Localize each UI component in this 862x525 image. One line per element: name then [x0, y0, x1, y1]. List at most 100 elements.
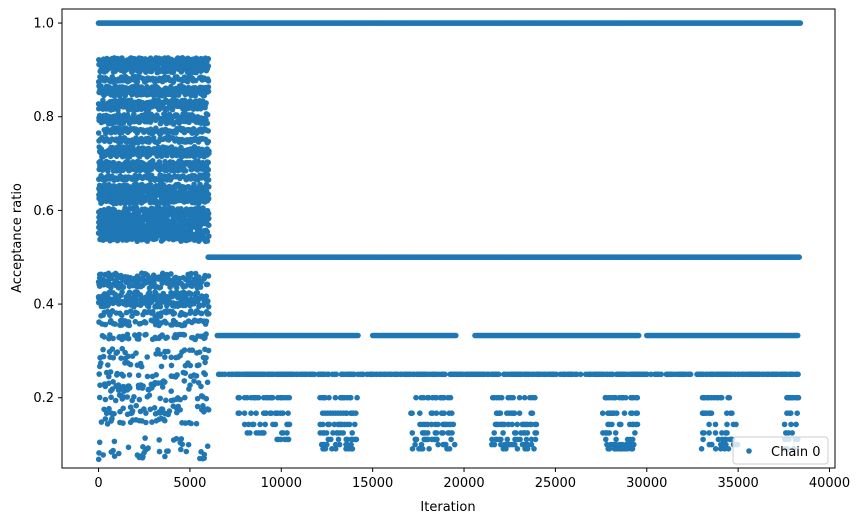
- data-point: [120, 373, 126, 379]
- data-point: [110, 355, 117, 361]
- data-point: [129, 313, 135, 320]
- data-point: [144, 373, 151, 380]
- data-point: [108, 284, 114, 291]
- data-point: [173, 435, 180, 442]
- data-point: [205, 128, 211, 134]
- data-point: [166, 111, 173, 117]
- data-point: [166, 408, 173, 414]
- data-point: [198, 310, 205, 317]
- data-point: [173, 284, 180, 291]
- data-point: [125, 353, 131, 360]
- data-point: [188, 291, 194, 297]
- scatter-points: [95, 20, 804, 463]
- data-point: [131, 394, 137, 400]
- data-point: [496, 371, 502, 378]
- data-point: [204, 198, 211, 204]
- data-point: [111, 438, 118, 445]
- data-point: [127, 385, 133, 391]
- data-point: [156, 448, 163, 455]
- data-point: [187, 362, 194, 369]
- data-point: [202, 359, 208, 366]
- data-point: [122, 349, 128, 356]
- data-point: [159, 384, 166, 390]
- data-point: [794, 332, 801, 339]
- data-point: [194, 289, 201, 296]
- data-point: [149, 419, 155, 425]
- data-point: [205, 167, 212, 173]
- data-point: [105, 380, 112, 387]
- data-point: [117, 408, 123, 415]
- data-point: [204, 281, 211, 288]
- data-point: [102, 396, 109, 403]
- data-point: [198, 383, 204, 390]
- data-point: [196, 362, 202, 368]
- data-point: [171, 310, 178, 317]
- data-point: [112, 397, 119, 404]
- data-point: [170, 79, 177, 85]
- data-point: [133, 350, 139, 356]
- data-point: [124, 394, 131, 400]
- data-point: [453, 332, 459, 339]
- data-point: [159, 332, 165, 338]
- data-point: [205, 407, 212, 413]
- data-point: [147, 406, 154, 413]
- data-point: [151, 405, 158, 411]
- data-point: [136, 331, 142, 338]
- data-point: [111, 411, 117, 417]
- data-point: [658, 371, 664, 378]
- data-point: [149, 385, 155, 391]
- data-point: [205, 210, 212, 217]
- data-point: [181, 332, 188, 338]
- data-point: [147, 276, 154, 283]
- data-point: [153, 372, 159, 378]
- data-point: [127, 361, 134, 368]
- data-point: [194, 403, 201, 410]
- data-point: [107, 369, 114, 375]
- data-point: [203, 318, 210, 325]
- data-point: [103, 106, 110, 112]
- data-point: [101, 406, 107, 413]
- data-point: [111, 453, 118, 460]
- data-point: [162, 298, 168, 305]
- data-point: [204, 379, 211, 386]
- data-point: [644, 371, 650, 378]
- data-point: [193, 373, 200, 379]
- data-point: [577, 371, 584, 378]
- data-point: [325, 371, 332, 378]
- data-point: [553, 371, 560, 378]
- data-point: [206, 311, 212, 317]
- data-point: [196, 349, 203, 356]
- data-point: [194, 395, 201, 402]
- data-point: [100, 353, 107, 360]
- data-point: [137, 292, 144, 298]
- data-point: [95, 130, 102, 136]
- data-point: [157, 351, 163, 357]
- data-point: [172, 275, 178, 281]
- data-point: [142, 435, 148, 441]
- data-point: [98, 360, 104, 366]
- data-point: [177, 396, 183, 403]
- data-point: [120, 284, 127, 290]
- data-point: [109, 346, 116, 352]
- data-point: [127, 275, 134, 281]
- data-point: [183, 448, 190, 455]
- data-point: [143, 410, 149, 416]
- data-point: [106, 405, 112, 412]
- data-point: [157, 304, 164, 310]
- data-point: [204, 299, 210, 306]
- data-point: [145, 445, 151, 451]
- data-point: [205, 78, 212, 84]
- data-point: [204, 120, 211, 127]
- data-point: [127, 308, 134, 315]
- data-point: [106, 373, 112, 380]
- data-point: [150, 308, 156, 315]
- data-point: [157, 284, 164, 291]
- data-point: [182, 370, 189, 377]
- data-point: [204, 172, 211, 178]
- data-point: [119, 345, 125, 352]
- data-point: [102, 416, 109, 422]
- data-point: [206, 184, 212, 190]
- data-point: [193, 420, 200, 427]
- data-point: [255, 394, 262, 401]
